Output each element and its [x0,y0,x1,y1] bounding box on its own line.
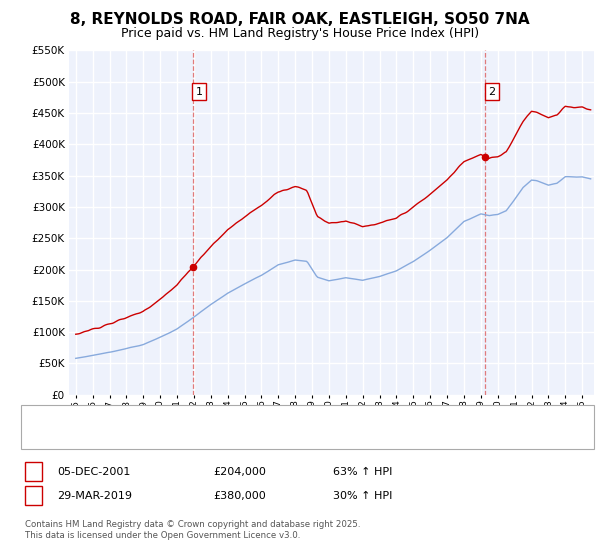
Text: 2: 2 [488,87,496,97]
Text: 05-DEC-2001: 05-DEC-2001 [57,466,130,477]
Text: 1: 1 [30,466,37,477]
Text: 63% ↑ HPI: 63% ↑ HPI [333,466,392,477]
Text: 8, REYNOLDS ROAD, FAIR OAK, EASTLEIGH, SO50 7NA (semi-detached house): 8, REYNOLDS ROAD, FAIR OAK, EASTLEIGH, S… [66,413,446,423]
Text: HPI: Average price, semi-detached house, Eastleigh: HPI: Average price, semi-detached house,… [66,432,319,442]
Text: 29-MAR-2019: 29-MAR-2019 [57,491,132,501]
Text: This data is licensed under the Open Government Licence v3.0.: This data is licensed under the Open Gov… [25,531,301,540]
Text: 1: 1 [196,87,203,97]
Text: Contains HM Land Registry data © Crown copyright and database right 2025.: Contains HM Land Registry data © Crown c… [25,520,361,529]
Text: £204,000: £204,000 [213,466,266,477]
Text: 30% ↑ HPI: 30% ↑ HPI [333,491,392,501]
Text: Price paid vs. HM Land Registry's House Price Index (HPI): Price paid vs. HM Land Registry's House … [121,27,479,40]
Text: 2: 2 [30,491,37,501]
Text: 8, REYNOLDS ROAD, FAIR OAK, EASTLEIGH, SO50 7NA: 8, REYNOLDS ROAD, FAIR OAK, EASTLEIGH, S… [70,12,530,27]
Text: £380,000: £380,000 [213,491,266,501]
